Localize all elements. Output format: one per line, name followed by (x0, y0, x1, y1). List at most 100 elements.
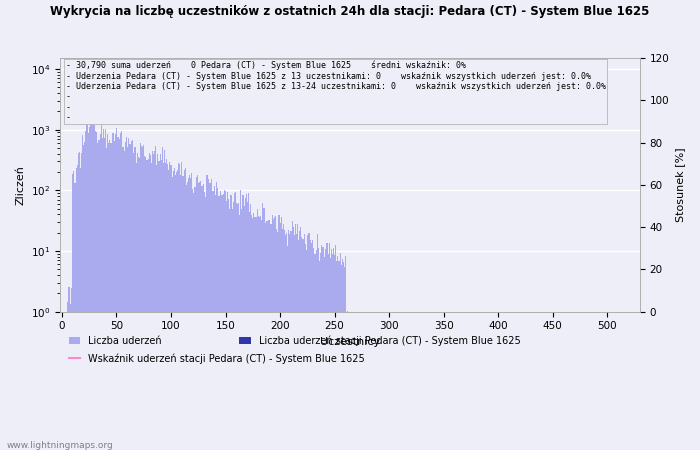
Bar (203, 184, 204, 450)
Bar (163, 163, 164, 450)
Bar (454, 312, 455, 450)
Bar (107, 134, 108, 450)
Bar (380, 312, 381, 450)
Bar (197, 183, 199, 450)
Bar (251, 215, 252, 450)
Legend: Wskaźnik uderzeń stacji Pedara (CT) - System Blue 1625: Wskaźnik uderzeń stacji Pedara (CT) - Sy… (64, 349, 369, 368)
Bar (477, 312, 478, 450)
Bar (337, 256, 338, 450)
Bar (226, 201, 228, 450)
Bar (150, 163, 152, 450)
Bar (439, 312, 440, 450)
Bar (183, 170, 185, 450)
Bar (328, 243, 330, 450)
Bar (141, 146, 142, 450)
Bar (134, 147, 136, 450)
Bar (323, 247, 324, 450)
Bar (115, 135, 116, 450)
X-axis label: Uczestnicy: Uczestnicy (320, 337, 380, 347)
Bar (244, 198, 246, 450)
Bar (81, 153, 82, 450)
Bar (131, 141, 132, 450)
Bar (406, 312, 407, 450)
Text: Wykrycia na liczbę uczestników z ostatnich 24h dla stacji: Pedara (CT) - System : Wykrycia na liczbę uczestników z ostatni… (50, 4, 650, 18)
Bar (516, 312, 517, 450)
Bar (84, 142, 85, 450)
Bar (66, 312, 67, 450)
Bar (132, 140, 134, 450)
Bar (70, 304, 71, 450)
Bar (214, 186, 215, 450)
Bar (484, 312, 486, 450)
Bar (108, 143, 109, 450)
Bar (425, 312, 426, 450)
Bar (573, 312, 574, 450)
Bar (161, 160, 162, 450)
Bar (541, 312, 542, 450)
Bar (321, 245, 322, 450)
Bar (211, 179, 212, 450)
Bar (355, 312, 356, 450)
Bar (279, 223, 281, 450)
Bar (247, 202, 248, 450)
Bar (395, 312, 396, 450)
Bar (295, 224, 296, 450)
Bar (248, 193, 249, 450)
Bar (393, 312, 394, 450)
Bar (88, 133, 89, 450)
Bar (333, 248, 334, 450)
Bar (524, 312, 525, 450)
Bar (188, 178, 189, 450)
Bar (371, 312, 372, 450)
Bar (154, 151, 155, 450)
Bar (442, 312, 443, 450)
Bar (95, 131, 97, 450)
Bar (206, 175, 207, 450)
Bar (82, 135, 83, 450)
Bar (275, 216, 276, 450)
Bar (127, 147, 128, 450)
Bar (324, 257, 326, 450)
Bar (76, 168, 77, 450)
Bar (415, 312, 416, 450)
Bar (89, 126, 90, 450)
Bar (158, 161, 160, 450)
Text: - 30,790 suma uderzeń    0 Pedara (CT) - System Blue 1625    średni wskaźnik: 0%: - 30,790 suma uderzeń 0 Pedara (CT) - Sy… (66, 61, 606, 122)
Bar (343, 261, 344, 450)
Bar (257, 209, 258, 450)
Bar (105, 129, 106, 450)
Bar (297, 224, 298, 450)
Bar (276, 229, 277, 450)
Bar (473, 312, 474, 450)
Bar (386, 312, 388, 450)
Bar (91, 122, 92, 450)
Bar (281, 229, 283, 450)
Bar (529, 312, 531, 450)
Bar (287, 246, 288, 450)
Bar (125, 142, 126, 450)
Bar (78, 153, 79, 450)
Bar (345, 256, 346, 450)
Bar (191, 173, 193, 450)
Bar (167, 164, 168, 450)
Bar (164, 149, 165, 450)
Bar (122, 147, 124, 450)
Bar (62, 312, 64, 450)
Bar (94, 117, 95, 450)
Bar (193, 193, 195, 450)
Bar (124, 152, 125, 450)
Bar (212, 191, 213, 450)
Bar (384, 312, 385, 450)
Bar (316, 234, 318, 450)
Bar (296, 234, 297, 450)
Bar (424, 312, 425, 450)
Bar (514, 312, 515, 450)
Bar (140, 143, 141, 450)
Bar (102, 138, 103, 450)
Bar (174, 168, 175, 450)
Bar (464, 312, 465, 450)
Bar (215, 195, 216, 450)
Bar (412, 312, 414, 450)
Bar (249, 212, 250, 450)
Bar (142, 147, 144, 450)
